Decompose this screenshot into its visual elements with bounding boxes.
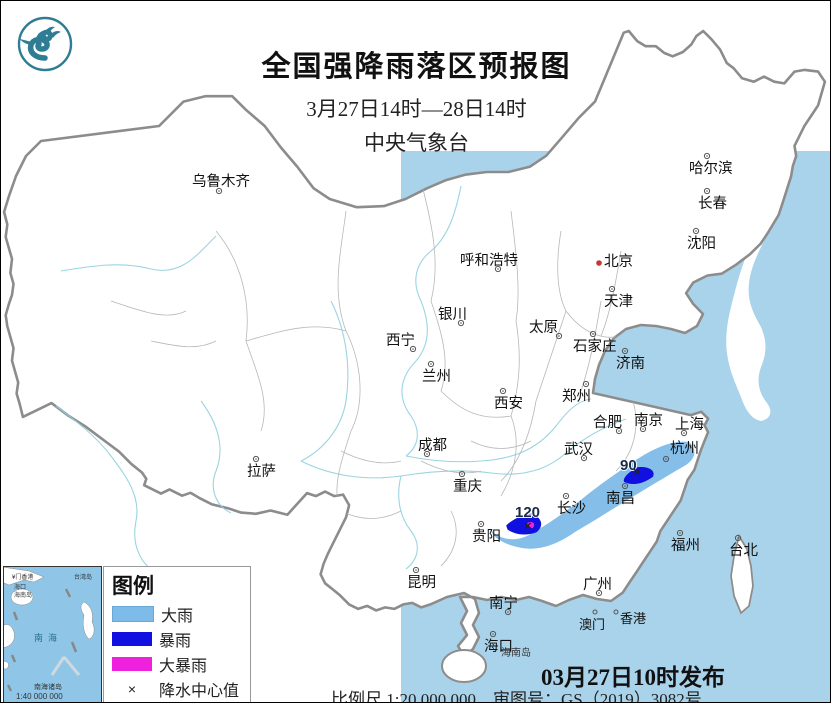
svg-text:台湾岛: 台湾岛 <box>74 573 92 581</box>
svg-text:乌鲁木齐: 乌鲁木齐 <box>192 173 250 190</box>
svg-text:杭州: 杭州 <box>670 440 699 457</box>
svg-text:西安: 西安 <box>494 395 523 412</box>
svg-text:哈尔滨: 哈尔滨 <box>689 160 733 177</box>
svg-text:南海诸岛: 南海诸岛 <box>34 682 62 691</box>
svg-text:台北: 台北 <box>729 542 758 559</box>
svg-text:上海: 上海 <box>675 416 704 433</box>
svg-text:兰州: 兰州 <box>422 368 451 385</box>
svg-text:郑州: 郑州 <box>562 388 591 405</box>
svg-text:南宁: 南宁 <box>489 595 518 612</box>
svg-text:海口: 海口 <box>14 583 26 591</box>
svg-text:长沙: 长沙 <box>557 500 586 517</box>
svg-text:石家庄: 石家庄 <box>573 337 617 355</box>
svg-text:南昌: 南昌 <box>606 490 635 507</box>
svg-text:太原: 太原 <box>529 319 558 336</box>
svg-text:澳门: 澳门 <box>579 617 605 632</box>
svg-text:1:40 000 000: 1:40 000 000 <box>16 692 63 701</box>
svg-text:银川: 银川 <box>438 306 467 323</box>
svg-text:南 海: 南 海 <box>34 632 57 643</box>
svg-text:贵阳: 贵阳 <box>472 528 501 545</box>
svg-text:¥门香港: ¥门香港 <box>12 573 33 581</box>
svg-text:福州: 福州 <box>671 537 700 554</box>
svg-text:合肥: 合肥 <box>593 414 622 431</box>
svg-text:济南: 济南 <box>616 355 645 372</box>
svg-text:昆明: 昆明 <box>407 575 436 591</box>
svg-text:×: × <box>524 518 532 533</box>
svg-text:武汉: 武汉 <box>564 441 593 458</box>
svg-text:海南岛: 海南岛 <box>501 646 531 659</box>
svg-text:×: × <box>633 464 641 479</box>
svg-text:沈阳: 沈阳 <box>687 235 716 252</box>
svg-text:重庆: 重庆 <box>453 478 482 495</box>
svg-text:香港: 香港 <box>620 611 646 626</box>
svg-text:西宁: 西宁 <box>386 332 415 349</box>
svg-text:拉萨: 拉萨 <box>247 463 276 480</box>
svg-text:呼和浩特: 呼和浩特 <box>460 252 518 269</box>
svg-text:成都: 成都 <box>418 437 447 454</box>
svg-text:海南岛: 海南岛 <box>14 591 32 599</box>
svg-text:长春: 长春 <box>698 195 727 212</box>
svg-text:天津: 天津 <box>604 293 633 310</box>
svg-text:北京: 北京 <box>604 253 633 270</box>
svg-text:南京: 南京 <box>634 412 663 429</box>
svg-text:广州: 广州 <box>583 576 612 593</box>
